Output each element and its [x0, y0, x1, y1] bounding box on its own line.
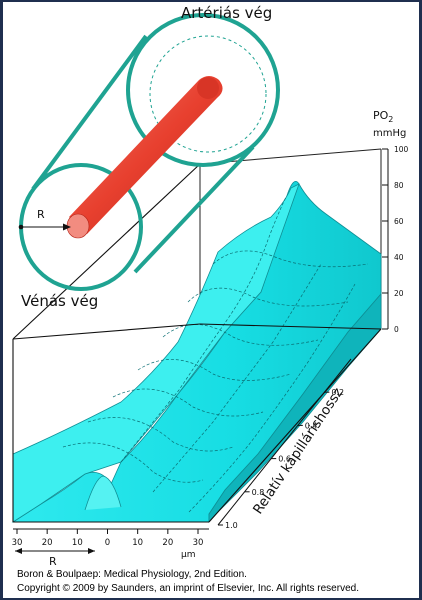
- radius-arrow: R: [18, 208, 71, 231]
- radius-tick-label: 20: [42, 538, 53, 548]
- radius-tick-label: 20: [162, 538, 173, 548]
- length-tick-label: 0.4: [305, 421, 318, 430]
- po2-tick-label: 60: [394, 217, 404, 226]
- po2-tick-label: 100: [394, 145, 409, 154]
- surface-grid: [62, 196, 369, 513]
- micron-unit: μm: [181, 550, 196, 560]
- po2-label: PO2: [373, 109, 393, 124]
- box-front-edges: [12, 163, 382, 523]
- slide: 0 20 40 60 80 100 PO2 mmHg 0.2 0.4 0.6 0.8 1.0 Re…: [3, 2, 419, 598]
- surface-venous-peak: [84, 475, 122, 511]
- radius-tick-label: 30: [193, 538, 204, 548]
- credit-line-2: Copyright © 2009 by Saunders, an imprint…: [17, 583, 359, 594]
- po2-unit: mmHg: [373, 128, 406, 139]
- surface-side-face: [208, 292, 382, 524]
- radius-axis: 30 20 10 0 10 20 30 μm R: [12, 528, 209, 568]
- radius-axis-label: R: [49, 555, 57, 568]
- po2-tick-label: 40: [394, 253, 404, 262]
- length-tick-label: 0.6: [278, 455, 291, 464]
- arterial-end-circle: [126, 13, 280, 167]
- radius-tick-label: 10: [72, 538, 83, 548]
- surface-left-slope: [12, 183, 300, 523]
- length-tick-label: 0.2: [331, 388, 344, 397]
- radius-label: R: [37, 208, 45, 221]
- po2-tick-label: 80: [394, 181, 404, 190]
- radius-tick-label: 30: [12, 538, 23, 548]
- arterial-end-label: Artériás vég: [181, 4, 272, 22]
- radius-tick-label: 10: [132, 538, 143, 548]
- radius-tick-label: 0: [105, 538, 110, 548]
- length-tick-label: 0.8: [252, 488, 265, 497]
- po2-axis: 0 20 40 60 80 100 PO2 mmHg: [373, 109, 409, 334]
- po2-tick-label: 20: [394, 289, 404, 298]
- capillary: [66, 76, 223, 239]
- arterial-inner-dashed: [149, 35, 267, 153]
- po2-tick-label: 0: [394, 325, 399, 334]
- venous-end-label: Vénás vég: [21, 292, 98, 310]
- credit-line-1: Boron & Boulpaep: Medical Physiology, 2n…: [17, 569, 247, 580]
- po2-surface: [11, 180, 382, 524]
- length-tick-label: 1.0: [225, 521, 238, 530]
